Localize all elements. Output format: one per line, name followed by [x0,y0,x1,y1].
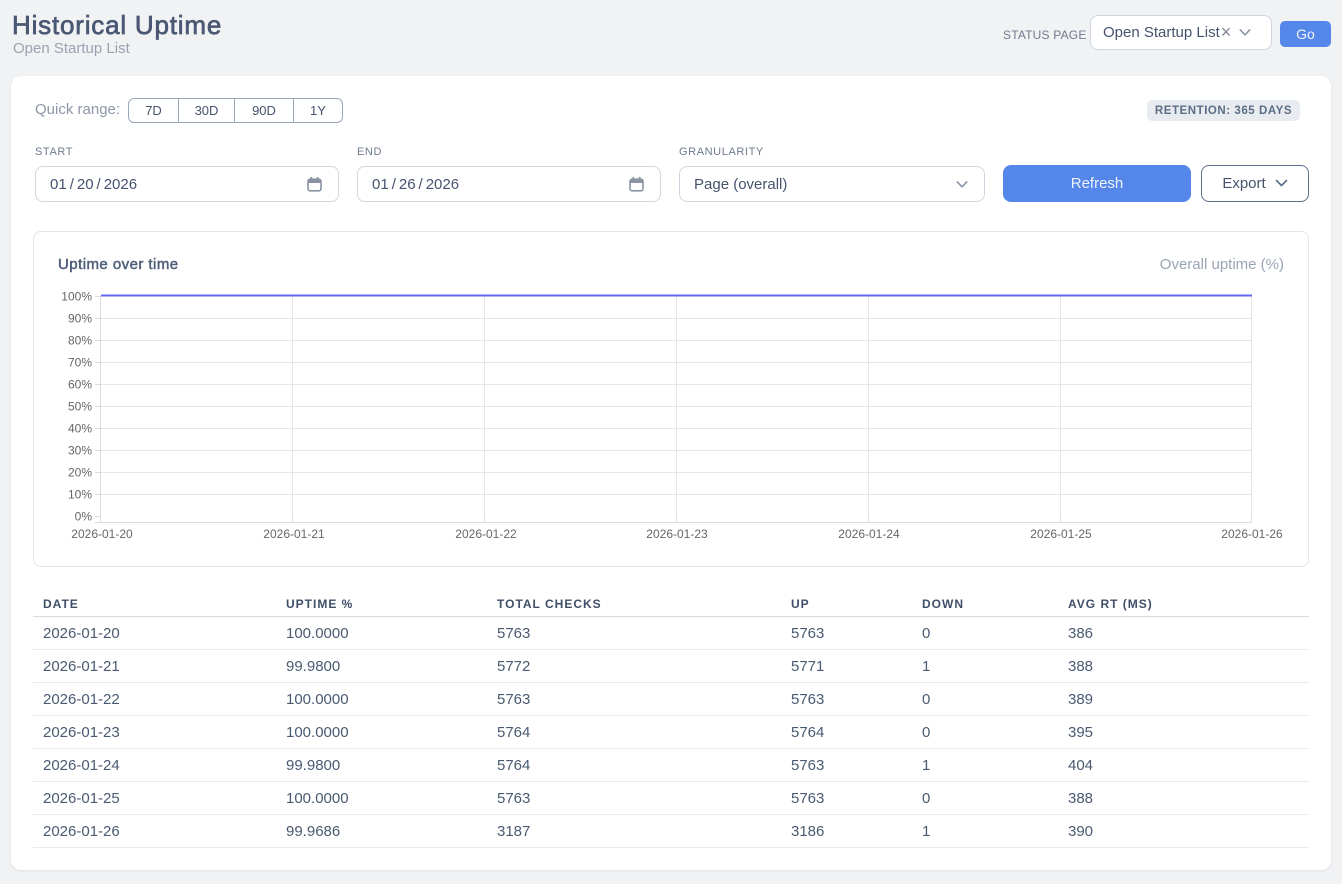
svg-text:100%: 100% [61,290,92,304]
svg-text:90%: 90% [68,312,92,326]
svg-text:2026-01-20: 2026-01-20 [71,527,133,541]
svg-text:30%: 30% [68,444,92,458]
svg-text:40%: 40% [68,422,92,436]
svg-text:50%: 50% [68,400,92,414]
svg-text:0%: 0% [75,510,93,524]
svg-text:2026-01-26: 2026-01-26 [1221,527,1283,541]
svg-text:80%: 80% [68,334,92,348]
svg-text:2026-01-22: 2026-01-22 [455,527,517,541]
svg-text:2026-01-25: 2026-01-25 [1030,527,1092,541]
svg-text:70%: 70% [68,356,92,370]
svg-text:2026-01-23: 2026-01-23 [646,527,708,541]
svg-text:20%: 20% [68,466,92,480]
svg-text:10%: 10% [68,488,92,502]
svg-text:2026-01-21: 2026-01-21 [263,527,325,541]
svg-text:60%: 60% [68,378,92,392]
svg-text:2026-01-24: 2026-01-24 [838,527,900,541]
